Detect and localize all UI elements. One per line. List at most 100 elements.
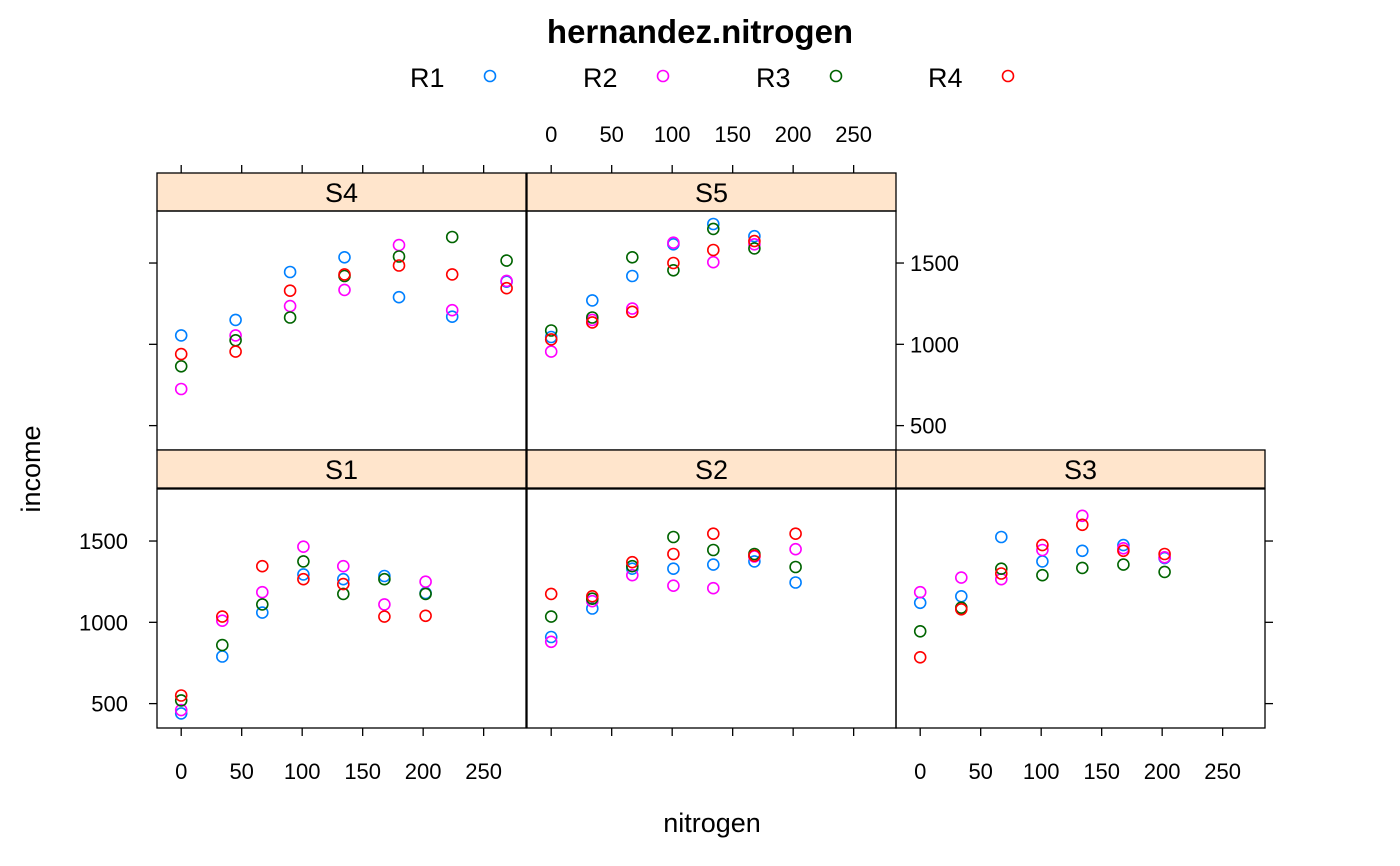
- point-s1-r1-3: [297, 568, 310, 581]
- point-s2-r4-6: [789, 527, 802, 541]
- point-s5-r3-0: [544, 324, 558, 337]
- point-s3-r1-1: [954, 589, 968, 603]
- legend-marker-r3: [829, 69, 843, 83]
- point-s1-r2-2: [255, 585, 269, 599]
- x-tick-label: 150: [1083, 759, 1120, 784]
- point-s5-r1-4: [706, 217, 720, 231]
- point-s4-r2-3: [338, 283, 351, 297]
- x-tick-label: 100: [654, 122, 691, 147]
- point-s5-r2-5: [748, 238, 761, 251]
- strip-s2: [526, 449, 897, 489]
- point-s2-r3-6: [789, 560, 802, 574]
- point-s5-r4-0: [544, 333, 558, 346]
- point-s1-r3-5: [378, 572, 391, 586]
- point-s5-r4-2: [625, 305, 639, 319]
- point-s5-r3-4: [706, 222, 720, 236]
- point-s2-r3-3: [667, 530, 680, 544]
- point-s5-r4-1: [585, 316, 599, 329]
- point-s3-r3-6: [1158, 565, 1171, 579]
- point-s1-r2-6: [419, 575, 432, 589]
- point-s3-r3-0: [913, 624, 927, 638]
- point-s4-r4-0: [174, 347, 188, 361]
- point-s1-r4-0: [174, 689, 188, 702]
- point-s2-r2-2: [625, 568, 639, 582]
- point-s5-r4-4: [706, 243, 720, 257]
- strip-label-s3: S3: [1064, 455, 1097, 485]
- point-s3-r2-4: [1076, 509, 1089, 523]
- point-s4-r4-2: [283, 284, 297, 298]
- point-s3-r4-2: [994, 567, 1008, 580]
- strip-label-s1: S1: [325, 455, 358, 485]
- point-s2-r2-0: [544, 635, 558, 649]
- point-s3-r3-2: [994, 562, 1008, 576]
- plot-area-s4: [156, 210, 527, 451]
- point-s3-r2-6: [1158, 550, 1171, 564]
- point-s3-r4-1: [954, 602, 968, 616]
- point-s3-r3-4: [1076, 561, 1089, 575]
- point-s2-r4-1: [585, 589, 599, 603]
- legend-label-r1: R1: [410, 63, 445, 93]
- x-tick-label: 250: [835, 122, 872, 147]
- x-tick-label: 50: [229, 759, 253, 784]
- point-s4-r3-2: [283, 311, 297, 324]
- panel-s5: S5: [526, 172, 897, 451]
- point-s1-r4-4: [336, 577, 350, 591]
- point-s3-r4-6: [1158, 547, 1171, 561]
- x-tick-label: 200: [405, 759, 442, 784]
- point-s2-r4-3: [667, 547, 680, 561]
- legend-marker-r2: [656, 69, 670, 83]
- x-tick-label: 100: [284, 759, 321, 784]
- x-tick-label: 250: [1204, 759, 1241, 784]
- point-s2-r4-5: [748, 549, 761, 563]
- point-s1-r3-1: [216, 638, 229, 652]
- panel-s4: S4: [156, 172, 527, 451]
- x-tick-label: 50: [968, 759, 992, 784]
- point-s3-r1-5: [1117, 538, 1130, 552]
- x-tick-label: 50: [599, 122, 623, 147]
- point-s4-r3-4: [392, 250, 406, 263]
- legend: R1 R2 R3 R4: [410, 63, 1015, 93]
- point-s3-r4-4: [1076, 518, 1089, 532]
- x-tick-label: 200: [775, 122, 812, 147]
- strip-s4: [156, 172, 527, 212]
- point-s4-r2-6: [500, 274, 513, 288]
- point-s3-r1-4: [1076, 544, 1089, 558]
- point-s2-r1-3: [667, 562, 680, 576]
- panel-s3: S3: [895, 449, 1266, 729]
- point-s2-r2-3: [667, 579, 680, 593]
- x-tick-label: 250: [465, 759, 502, 784]
- x-tick-label: 0: [914, 759, 926, 784]
- x-tick-label: 0: [175, 759, 187, 784]
- point-s2-r3-0: [544, 610, 558, 623]
- panel-s1: S1: [156, 449, 527, 729]
- point-s4-r1-3: [338, 250, 351, 264]
- point-s3-r3-5: [1117, 558, 1130, 571]
- point-s1-r2-1: [216, 614, 229, 628]
- point-s5-r3-3: [667, 263, 680, 277]
- legend-label-r3: R3: [756, 63, 791, 93]
- point-s4-r4-3: [338, 268, 351, 281]
- point-s4-r1-1: [229, 313, 242, 327]
- point-s1-r1-4: [336, 572, 350, 586]
- point-s1-r4-1: [216, 610, 229, 623]
- legend-marker-r1: [483, 69, 497, 83]
- point-s5-r3-5: [748, 242, 761, 255]
- point-s4-r4-4: [392, 259, 406, 272]
- y-tick-label: 1000: [910, 332, 959, 357]
- point-s3-r4-0: [913, 650, 927, 664]
- point-s3-r2-3: [1036, 543, 1049, 557]
- point-s2-r1-2: [625, 562, 639, 576]
- point-s2-r3-2: [625, 559, 639, 573]
- point-s4-r3-6: [500, 254, 513, 267]
- x-axis-label: nitrogen: [663, 808, 761, 838]
- point-s2-r2-6: [789, 542, 802, 556]
- point-s4-r3-5: [445, 230, 459, 244]
- point-s1-r4-3: [297, 572, 310, 586]
- strip-s1: [156, 449, 527, 489]
- point-s5-r4-3: [667, 256, 680, 270]
- point-s5-r2-4: [706, 255, 720, 269]
- point-s4-r4-5: [445, 268, 459, 281]
- plot-area-s5: [526, 210, 897, 451]
- point-s3-r2-1: [954, 571, 968, 584]
- point-s5-r2-2: [625, 302, 639, 315]
